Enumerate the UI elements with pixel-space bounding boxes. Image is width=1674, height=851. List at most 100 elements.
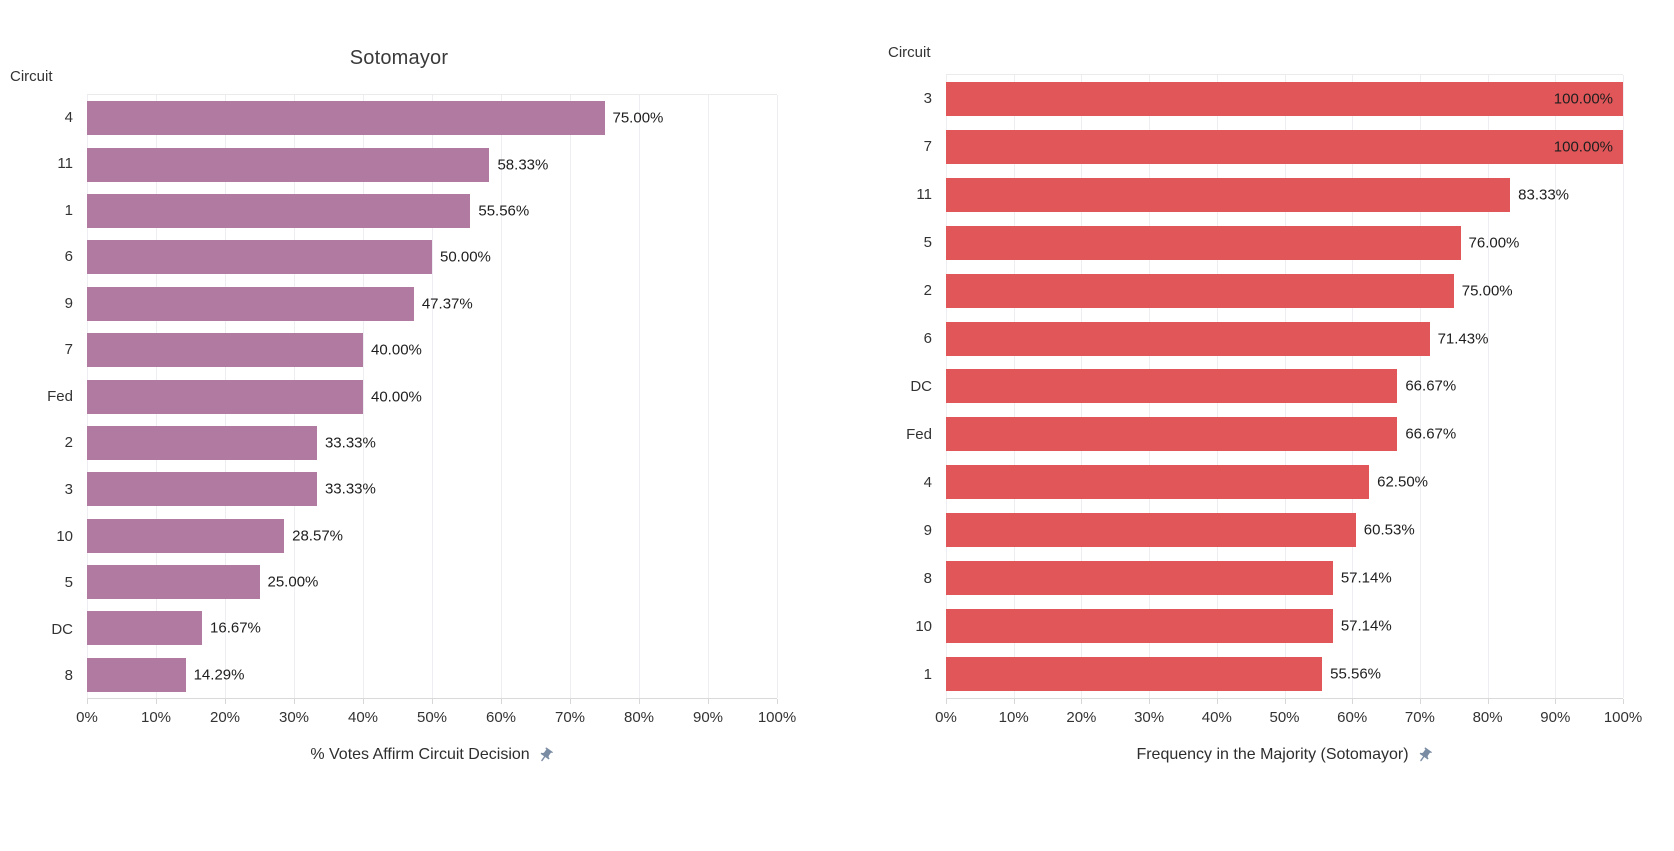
bar[interactable] (87, 518, 285, 553)
axis-tick-label: 40% (1201, 709, 1232, 726)
category-label[interactable]: 3 (64, 481, 73, 499)
category-label[interactable]: 10 (915, 618, 932, 636)
axis-pin-icon[interactable] (1412, 743, 1436, 767)
bar-row: 66.67% (946, 363, 1623, 411)
bar-value-label: 16.67% (210, 619, 261, 637)
bar-rows: 100.00% 100.00% 83.33% 76.00% 75.00% 71.43% 66… (946, 75, 1623, 698)
axis-tick-mark (225, 699, 226, 704)
bar[interactable] (946, 177, 1511, 212)
bar[interactable] (87, 193, 471, 228)
category-label[interactable]: 1 (64, 201, 73, 219)
bar[interactable] (946, 657, 1323, 692)
bar[interactable] (87, 240, 432, 275)
bar[interactable] (946, 465, 1370, 500)
bar[interactable] (946, 273, 1454, 308)
category-label[interactable]: 11 (916, 185, 932, 203)
category-label[interactable]: 8 (923, 570, 932, 588)
axis-tick-mark (432, 699, 433, 704)
category-label[interactable]: DC (51, 620, 73, 638)
gridline (1555, 75, 1557, 698)
axis-tick-mark (1149, 699, 1151, 704)
category-label[interactable]: 3 (923, 89, 932, 107)
bar[interactable] (87, 611, 203, 646)
category-labels-column: 4 11 1 6 9 7 Fed 2 3 10 5 DC 8 (8, 94, 87, 699)
bar[interactable] (87, 379, 363, 414)
bar-value-label: 57.14% (1340, 569, 1392, 587)
axis-tick-mark (1013, 699, 1015, 704)
bar-row: 58.33% (87, 141, 777, 187)
category-label[interactable]: 8 (64, 667, 73, 685)
bar-row: 60.53% (946, 506, 1623, 554)
bar[interactable] (946, 561, 1333, 596)
circuit-field-label: Circuit (888, 44, 931, 61)
bar-value-label: 75.00% (612, 109, 664, 127)
category-label[interactable]: 4 (923, 474, 932, 492)
bar-row: 100.00% (946, 75, 1623, 123)
category-label[interactable]: 6 (64, 248, 73, 266)
bar-value-label: 76.00% (1468, 234, 1520, 252)
axis-tick-mark (946, 699, 947, 704)
bar-row: 40.00% (87, 373, 777, 419)
axis-tick-label: 0% (935, 709, 957, 726)
category-label[interactable]: 5 (923, 233, 932, 251)
axis-tick-label: 20% (209, 709, 241, 726)
bar[interactable] (946, 417, 1398, 452)
bar[interactable] (946, 81, 1623, 116)
axis-tick-mark (777, 699, 778, 704)
category-label[interactable]: Fed (47, 387, 73, 405)
bar-value-label: 14.29% (193, 666, 245, 684)
bar[interactable] (946, 369, 1398, 404)
bar[interactable] (946, 129, 1623, 164)
bar[interactable] (87, 147, 490, 182)
gridline (1487, 75, 1489, 698)
bar-value-label: 83.33% (1518, 186, 1570, 204)
bar-value-label: 33.33% (324, 434, 376, 452)
bar-row: 40.00% (87, 327, 777, 373)
category-label[interactable]: 9 (64, 294, 73, 312)
axis-tick-label: 50% (1269, 709, 1300, 726)
category-label[interactable]: 1 (923, 666, 932, 684)
bar-row: 16.67% (87, 605, 777, 651)
plot-area: 75.00% 58.33% 55.56% 50.00% 47.37% 40.00% 40.0… (87, 94, 778, 699)
bar-value-label: 100.00% (1553, 138, 1613, 156)
category-label[interactable]: DC (910, 378, 932, 395)
bar[interactable] (87, 101, 605, 136)
category-label[interactable]: 7 (64, 341, 73, 359)
bar[interactable] (87, 333, 363, 368)
bar[interactable] (87, 565, 260, 600)
category-label[interactable]: 6 (923, 329, 932, 347)
category-label[interactable]: Fed (906, 426, 932, 444)
bar-value-label: 55.56% (478, 202, 530, 220)
bar-value-label: 60.53% (1363, 521, 1415, 539)
gridline (1419, 75, 1421, 698)
bar-row: 57.14% (946, 554, 1623, 602)
bar[interactable] (87, 425, 317, 460)
axis-tick-mark (1487, 699, 1489, 704)
bar[interactable] (87, 657, 186, 692)
category-label[interactable]: 5 (64, 574, 73, 592)
x-axis: 0% 10% 20% 30% 40% 50% 60% 70% 80% 90% 100% (76, 699, 796, 733)
category-label[interactable]: 10 (56, 527, 73, 545)
category-label[interactable]: 9 (923, 522, 932, 540)
category-label[interactable]: 2 (64, 434, 73, 452)
axis-tick-mark (156, 699, 157, 704)
bar-row: 57.14% (946, 602, 1623, 650)
bar-row: 66.67% (946, 410, 1623, 458)
bar-value-label: 66.67% (1405, 425, 1457, 443)
bar-rows: 75.00% 58.33% 55.56% 50.00% 47.37% 40.00% 40.0… (87, 95, 777, 698)
bar[interactable] (87, 472, 317, 507)
bar[interactable] (87, 286, 414, 321)
axis-pin-icon[interactable] (533, 743, 557, 767)
bar-value-label: 57.14% (1340, 617, 1392, 635)
category-label[interactable]: 7 (923, 137, 932, 155)
bar[interactable] (946, 513, 1356, 548)
bar-value-label: 28.57% (292, 527, 343, 545)
bar-row: 83.33% (946, 171, 1623, 219)
bar[interactable] (946, 321, 1430, 356)
bar[interactable] (946, 225, 1461, 260)
category-label[interactable]: 11 (57, 155, 73, 173)
bar[interactable] (946, 609, 1333, 644)
category-label[interactable]: 4 (64, 108, 73, 126)
category-label[interactable]: 2 (923, 281, 932, 299)
